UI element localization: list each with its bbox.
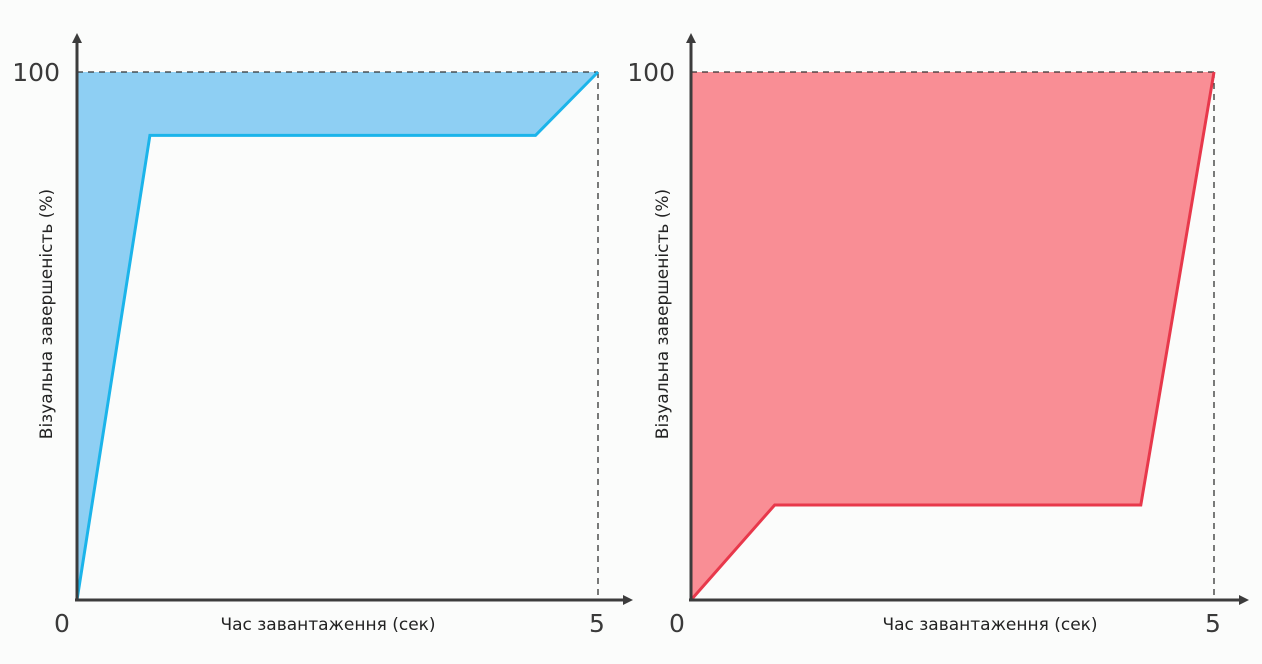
left-x-tick-0: 0 [54, 609, 70, 638]
right-x-tick-0: 0 [669, 609, 685, 638]
right-x-axis-title: Час завантаження (сек) [882, 615, 1097, 635]
left-y-tick-100: 100 [12, 58, 60, 87]
chart-right: 100 0 5 Час завантаження (сек) Візуальна… [627, 33, 1249, 638]
left-series-line [75, 70, 600, 601]
right-x-tick-5: 5 [1205, 609, 1221, 638]
right-series-line [689, 71, 1216, 601]
right-y-tick-100: 100 [627, 58, 675, 87]
left-x-axis-title: Час завантаження (сек) [220, 615, 435, 635]
left-x-tick-5: 5 [589, 609, 605, 638]
left-y-axis-title: Візуальна завершеність (%) [37, 189, 57, 439]
chart-left: 100 0 5 Час завантаження (сек) Візуальна… [12, 33, 633, 638]
right-gap-area [691, 72, 1214, 600]
left-gap-area [77, 72, 598, 600]
right-y-axis-title: Візуальна завершеність (%) [653, 189, 673, 439]
